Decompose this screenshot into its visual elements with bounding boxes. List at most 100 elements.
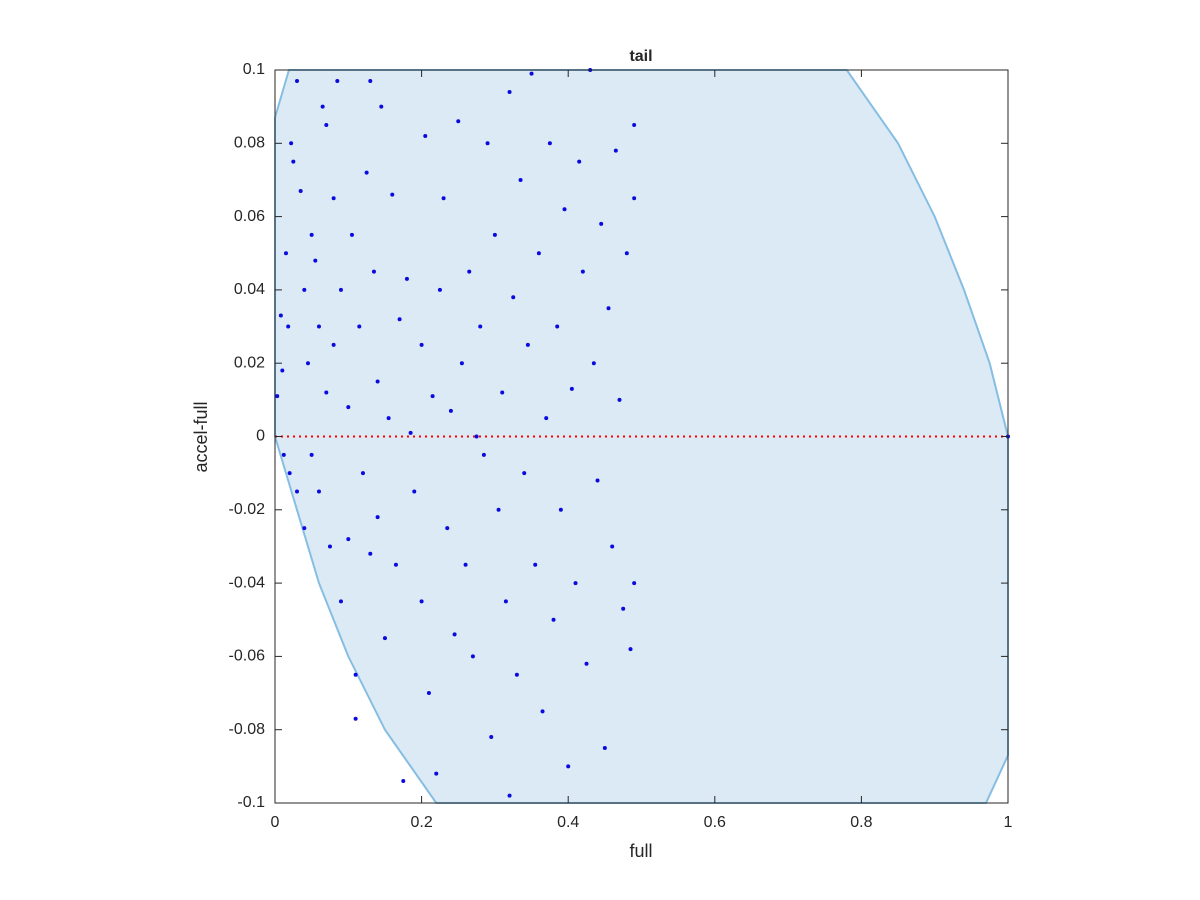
point (522, 471, 527, 476)
point (467, 269, 472, 274)
point (555, 324, 560, 329)
point (309, 232, 314, 237)
point (401, 779, 406, 784)
point (569, 386, 574, 391)
point (632, 122, 637, 127)
point (286, 324, 291, 329)
x-tick-label: 0.8 (850, 814, 872, 831)
point (551, 617, 556, 622)
point (496, 507, 501, 512)
point (617, 397, 622, 402)
y-tick-label: -0.1 (237, 794, 265, 811)
point (580, 269, 585, 274)
point (335, 78, 340, 83)
point (287, 471, 292, 476)
point (448, 408, 453, 413)
point (302, 287, 307, 292)
point (331, 196, 336, 201)
point (591, 361, 596, 366)
point (397, 317, 402, 322)
x-tick-label: 1 (1004, 814, 1013, 831)
point (291, 159, 296, 164)
point (404, 276, 409, 281)
point (382, 636, 387, 641)
point (357, 324, 362, 329)
point (294, 489, 299, 494)
y-tick-label: 0 (256, 428, 265, 445)
point (360, 471, 365, 476)
point (375, 515, 380, 520)
point (346, 537, 351, 542)
point (573, 581, 578, 586)
point (533, 562, 538, 567)
point (628, 647, 633, 652)
point (613, 148, 618, 153)
point (511, 295, 516, 300)
point (331, 342, 336, 347)
point (481, 452, 486, 457)
point (445, 526, 450, 531)
y-tick-label: -0.08 (229, 721, 266, 738)
point (632, 581, 637, 586)
point (353, 672, 358, 677)
point (632, 196, 637, 201)
point (346, 405, 351, 410)
point (463, 562, 468, 567)
y-tick-label: 0.02 (234, 354, 265, 371)
point (621, 606, 626, 611)
x-tick-label: 0.2 (410, 814, 432, 831)
point (419, 599, 424, 604)
point (316, 489, 321, 494)
point (379, 104, 384, 109)
point (280, 368, 285, 373)
point (316, 324, 321, 329)
point (320, 104, 325, 109)
point (419, 342, 424, 347)
point (489, 735, 494, 740)
y-tick-label: 0.04 (234, 281, 265, 298)
point (305, 361, 310, 366)
point (606, 306, 611, 311)
x-tick-label: 0 (271, 814, 280, 831)
point (368, 551, 373, 556)
point (577, 159, 582, 164)
point (368, 78, 373, 83)
point (452, 632, 457, 637)
point (364, 170, 369, 175)
chart-title: tail (629, 48, 652, 65)
point (518, 177, 523, 182)
point (595, 478, 600, 483)
point (540, 709, 545, 714)
point (426, 691, 431, 696)
point (324, 122, 329, 127)
point (283, 251, 288, 256)
point (298, 188, 303, 193)
point (393, 562, 398, 567)
y-tick-label: 0.08 (234, 135, 265, 152)
point (437, 287, 442, 292)
point (408, 430, 413, 435)
point (562, 207, 567, 212)
point (375, 379, 380, 384)
point (514, 672, 519, 677)
point (492, 232, 497, 237)
point (566, 764, 571, 769)
x-tick-label: 0.6 (704, 814, 726, 831)
point (478, 324, 483, 329)
point (547, 141, 552, 146)
point (470, 654, 475, 659)
y-tick-label: 0.1 (243, 61, 265, 78)
point (599, 221, 604, 226)
point (474, 434, 479, 439)
point (434, 771, 439, 776)
point (500, 390, 505, 395)
x-axis-label: full (629, 841, 652, 861)
y-tick-label: -0.06 (229, 648, 266, 665)
point (313, 258, 318, 263)
point (529, 71, 534, 76)
point (602, 746, 607, 751)
point (485, 141, 490, 146)
y-tick-label: -0.04 (229, 574, 266, 591)
point (294, 78, 299, 83)
